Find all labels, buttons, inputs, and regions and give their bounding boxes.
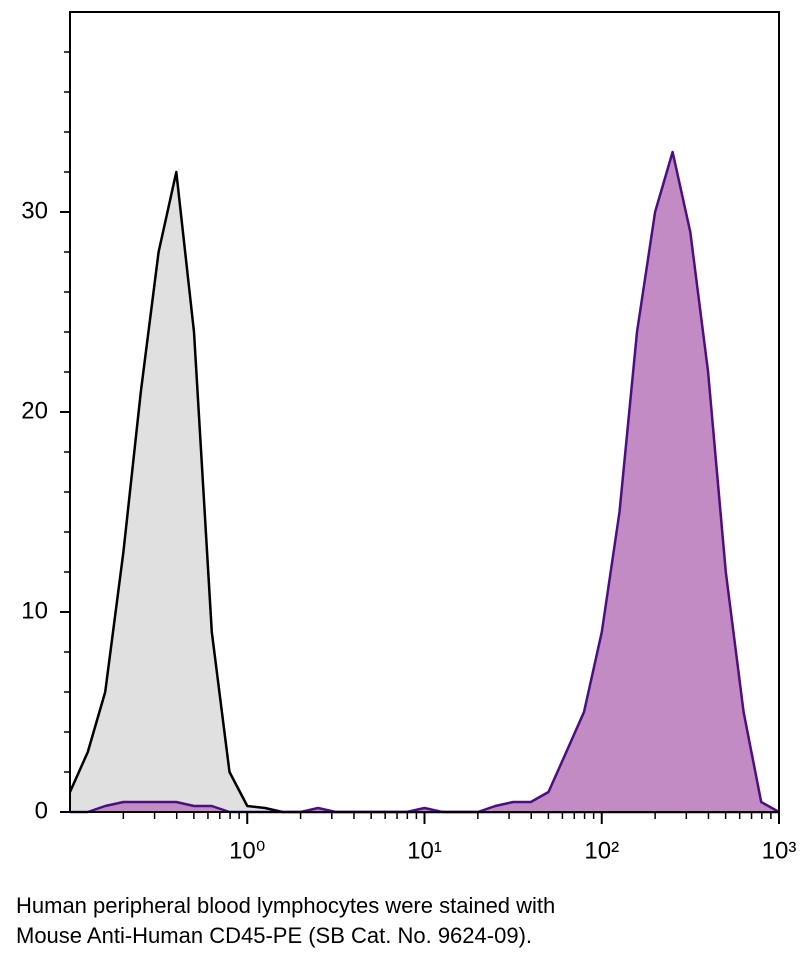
histogram-area (70, 172, 779, 812)
histogram-line (70, 150, 780, 814)
y-tick-label: 0 (35, 797, 48, 824)
x-tick-label: 10² (584, 837, 619, 864)
y-tick-label: 10 (21, 597, 48, 624)
x-tick-label: 10³ (762, 837, 797, 864)
histogram-area (70, 152, 779, 812)
y-tick-label: 20 (21, 397, 48, 424)
caption-line: Human peripheral blood lymphocytes were … (16, 893, 555, 918)
y-tick-label: 30 (21, 197, 48, 224)
x-tick-label: 10⁰ (229, 837, 265, 864)
x-tick-label: 10¹ (407, 837, 442, 864)
caption-line: Mouse Anti-Human CD45-PE (SB Cat. No. 96… (16, 923, 532, 948)
